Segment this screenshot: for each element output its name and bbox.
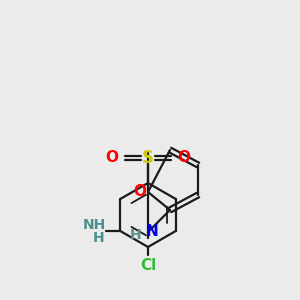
- Text: H: H: [130, 228, 142, 242]
- Text: O: O: [178, 151, 190, 166]
- Text: S: S: [142, 149, 154, 167]
- Text: H: H: [92, 231, 104, 245]
- Text: N: N: [146, 224, 158, 239]
- Text: NH: NH: [83, 218, 106, 232]
- Text: O: O: [134, 184, 146, 200]
- Text: Cl: Cl: [140, 257, 156, 272]
- Text: O: O: [106, 151, 118, 166]
